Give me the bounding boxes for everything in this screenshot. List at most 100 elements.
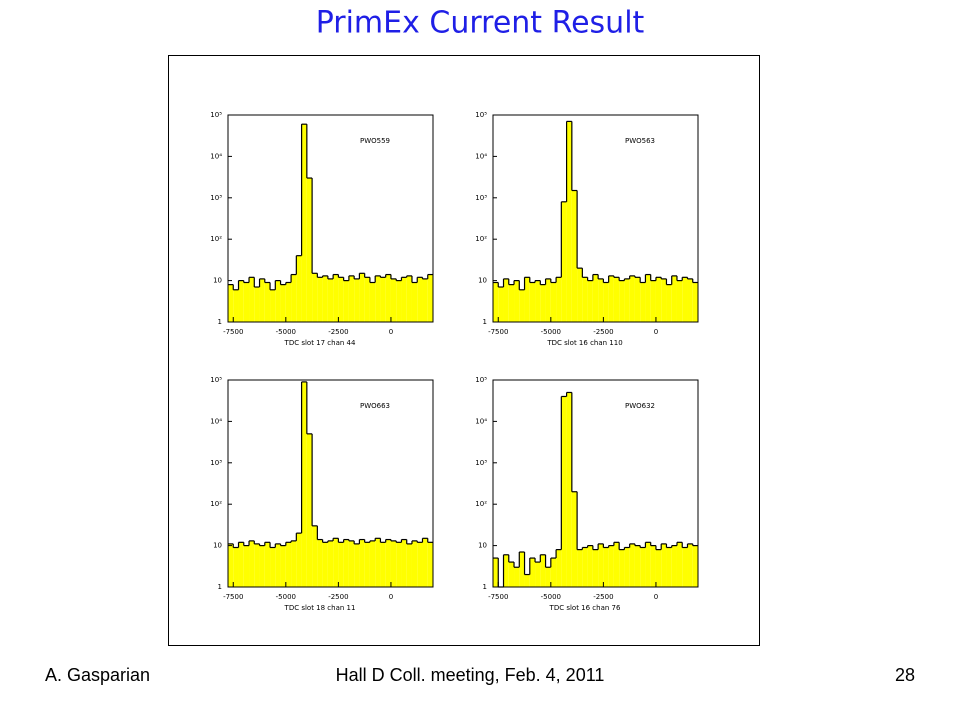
histogram-bin [582,277,588,322]
y-tick-label: 10³ [210,459,222,467]
histogram-bin [561,396,567,587]
histogram-bin [545,278,551,322]
histogram-bin [254,287,260,322]
histogram-bin [687,278,693,322]
histogram-bin [380,277,386,322]
histogram-bin [322,542,328,587]
histogram-bin [270,289,276,322]
histogram-bin [629,275,635,322]
histogram-bin [682,547,688,587]
histogram-bin [312,525,318,587]
histogram-bin [396,542,402,587]
x-tick-label: -2500 [328,328,348,336]
y-tick-label: 10³ [210,194,222,202]
y-tick-label: 10 [478,277,487,285]
histogram-bin [285,282,292,322]
histogram-bin [619,549,625,587]
y-tick-label: 10⁵ [210,111,222,119]
y-tick-label: 10³ [475,194,487,202]
histogram-bin [498,287,504,322]
histogram-bin [640,282,646,322]
histogram-bin [603,547,609,587]
x-tick-label: -2500 [593,328,613,336]
histogram-bin [550,558,557,587]
histogram-bin [254,543,260,587]
histogram-bin [661,278,667,322]
histogram-bin [385,539,391,587]
histogram-bin [556,277,562,322]
histogram-bin [228,543,234,587]
histogram-bin [343,539,349,587]
histogram-bin [571,190,578,322]
histogram-bin [598,543,604,587]
histogram-bin [390,278,397,322]
histogram-title: PWO632 [625,402,655,410]
histogram-bin [380,542,386,587]
histogram-bin [666,547,672,587]
histogram-bin [671,545,677,587]
x-tick-label: 0 [389,328,393,336]
histogram-bin [493,282,499,322]
histogram-bin [228,284,234,322]
plot-frame [227,114,434,323]
histogram-bin [338,542,344,587]
histogram-bin [354,278,360,322]
histogram-bin [301,124,307,322]
histogram-bin [238,542,244,587]
plot-frame [492,114,699,323]
histogram-bin [582,547,588,587]
y-tick-label: 10⁴ [210,417,222,425]
x-tick-label: 0 [654,593,658,601]
histogram-bin [327,278,334,322]
histogram-bin [650,545,656,587]
histogram-bin [503,278,509,322]
y-tick-label: 10⁴ [475,152,487,160]
histogram-bin [233,547,239,587]
histogram-bin [592,274,599,322]
histogram-bin [275,543,281,587]
histogram-bin [327,540,334,587]
histogram-bin [322,275,328,322]
histogram-bin [650,280,656,322]
x-axis-label: TDC slot 16 chan 110 [546,339,622,347]
histogram-bin [259,278,265,322]
x-tick-label: -7500 [488,328,508,336]
x-tick-label: -2500 [328,593,348,601]
x-tick-label: -7500 [488,593,508,601]
histogram-bin [354,543,360,587]
histogram-bin [566,392,572,587]
histogram-bin [427,542,433,587]
y-tick-label: 10² [475,235,487,243]
histogram-bin [566,121,572,323]
footer-event: Hall D Coll. meeting, Feb. 4, 2011 [336,665,605,685]
histogram-bin [401,539,407,587]
histogram-bin [508,562,515,587]
x-tick-label: -5000 [541,328,561,336]
histogram-bin [634,277,641,322]
histogram-bin [519,289,525,322]
histogram-bin [259,545,265,587]
histogram-bin [514,280,520,322]
histogram-bin [296,255,302,322]
histogram-bin [291,274,297,322]
histogram-bin [613,542,620,587]
footer-author: A. Gasparian [45,665,150,685]
histogram-bin [422,278,428,322]
histogram-bin [359,273,365,322]
x-tick-label: -2500 [593,593,613,601]
histogram-bin [364,277,370,322]
y-tick-label: 10⁴ [475,417,487,425]
slide-title: PrimEx Current Result [316,6,645,41]
histogram-bin [655,549,662,587]
histogram-title: PWO563 [625,137,655,145]
histogram-title: PWO559 [360,137,390,145]
histogram-bin [385,274,391,322]
histogram-bin [249,540,255,587]
y-tick-label: 10⁴ [210,152,222,160]
histogram-bin [233,289,239,322]
x-axis-label: TDC slot 18 chan 11 [284,604,356,612]
y-tick-label: 10⁵ [210,376,222,384]
histogram-bin [417,277,423,322]
histogram-bin [514,567,520,587]
